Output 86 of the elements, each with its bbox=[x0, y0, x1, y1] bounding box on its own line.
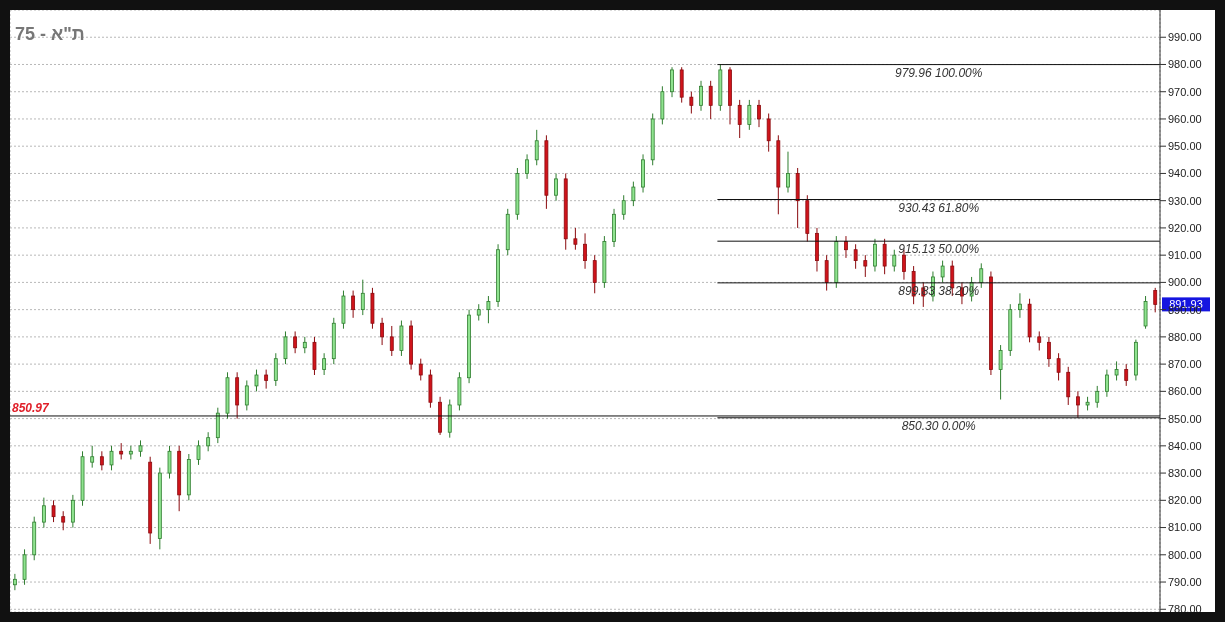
candlestick bbox=[1153, 287, 1158, 313]
candlestick bbox=[283, 330, 288, 365]
candlestick bbox=[892, 249, 897, 272]
candlestick bbox=[99, 450, 104, 471]
candlestick bbox=[360, 279, 365, 316]
candlestick bbox=[12, 573, 17, 591]
y-tick-label: 960.00 bbox=[1168, 112, 1202, 125]
candlestick bbox=[389, 325, 394, 357]
y-tick-label: 830.00 bbox=[1168, 466, 1202, 479]
ref-line-label: 915.13 50.00% bbox=[898, 242, 980, 257]
candlestick bbox=[592, 254, 597, 294]
candlestick bbox=[1095, 385, 1100, 409]
candlestick bbox=[757, 99, 761, 128]
candlestick bbox=[351, 290, 356, 319]
candlestick bbox=[1105, 369, 1109, 398]
candlestick bbox=[90, 445, 95, 469]
candlestick bbox=[786, 151, 790, 194]
y-tick-label: 800.00 bbox=[1168, 548, 1202, 561]
candlestick bbox=[824, 254, 829, 292]
candlestick bbox=[689, 91, 694, 115]
candlestick bbox=[708, 80, 713, 120]
y-tick-label: 920.00 bbox=[1168, 221, 1202, 234]
candlestick bbox=[1056, 352, 1061, 381]
y-tick-label: 860.00 bbox=[1168, 385, 1202, 398]
ref-line-label: 850.30 0.00% bbox=[901, 418, 977, 433]
y-tick-label: 870.00 bbox=[1168, 358, 1202, 371]
candlestick bbox=[1018, 292, 1022, 319]
y-tick-label: 970.00 bbox=[1168, 85, 1202, 98]
candlestick bbox=[51, 499, 56, 523]
candlestick bbox=[863, 254, 868, 278]
candlestick bbox=[244, 379, 249, 411]
candlestick bbox=[737, 99, 742, 139]
candlestick bbox=[70, 494, 75, 529]
candlestick bbox=[61, 510, 66, 531]
y-tick-label: 900.00 bbox=[1168, 276, 1202, 289]
candlestick bbox=[264, 369, 269, 390]
candlestick bbox=[525, 153, 529, 180]
y-tick-label: 790.00 bbox=[1168, 575, 1202, 588]
text: ת"א - 75 bbox=[15, 24, 85, 45]
candlestick bbox=[322, 352, 327, 376]
y-tick-label: 950.00 bbox=[1168, 140, 1202, 153]
y-tick-label: 980.00 bbox=[1168, 58, 1202, 71]
candlestick bbox=[766, 113, 771, 153]
ref-line-label: 979.96 100.00% bbox=[894, 65, 983, 80]
candlestick bbox=[631, 181, 636, 207]
candlestick bbox=[273, 352, 278, 387]
y-tick-label: 810.00 bbox=[1168, 521, 1202, 534]
y-tick-label: 850.00 bbox=[1168, 412, 1202, 425]
candlestick bbox=[554, 172, 558, 202]
candlestick bbox=[254, 369, 259, 392]
candlestick bbox=[206, 431, 211, 452]
candlestick bbox=[109, 445, 114, 471]
candlestick bbox=[873, 238, 877, 272]
y-tick-label: 940.00 bbox=[1168, 167, 1202, 180]
y-tick-label: 820.00 bbox=[1168, 494, 1202, 507]
ref-line-label: 930.43 61.80% bbox=[898, 200, 980, 215]
candlestick bbox=[534, 129, 539, 166]
candlestick bbox=[1037, 330, 1042, 351]
candlestick bbox=[853, 243, 858, 270]
y-tick-label: 840.00 bbox=[1168, 439, 1202, 452]
candlestick bbox=[1047, 336, 1051, 368]
candlestick bbox=[486, 295, 491, 324]
candlestick bbox=[979, 262, 984, 289]
y-tick-label: 990.00 bbox=[1168, 31, 1202, 44]
candlestick bbox=[670, 66, 674, 98]
candlestick bbox=[747, 99, 752, 131]
candlestick bbox=[380, 317, 385, 346]
y-tick-label: 930.00 bbox=[1168, 194, 1202, 207]
candlestick bbox=[699, 80, 703, 112]
candlestick bbox=[844, 235, 848, 259]
candlestick bbox=[418, 358, 423, 381]
candlestick bbox=[1114, 360, 1119, 381]
candlestick bbox=[583, 232, 587, 270]
y-tick-label: 910.00 bbox=[1168, 249, 1202, 262]
candlestick bbox=[573, 227, 578, 251]
candlestick bbox=[998, 344, 1003, 401]
candlestick bbox=[293, 330, 298, 354]
ref-line-label: 850.97 bbox=[12, 400, 51, 415]
candlestick bbox=[621, 194, 626, 221]
candlestick bbox=[1124, 363, 1129, 387]
candlestick bbox=[882, 238, 887, 275]
candlestick bbox=[167, 445, 172, 480]
candlestick bbox=[41, 497, 46, 529]
candlestick bbox=[940, 260, 945, 283]
y-tick-label: 880.00 bbox=[1168, 330, 1202, 343]
candlestick bbox=[196, 439, 201, 466]
